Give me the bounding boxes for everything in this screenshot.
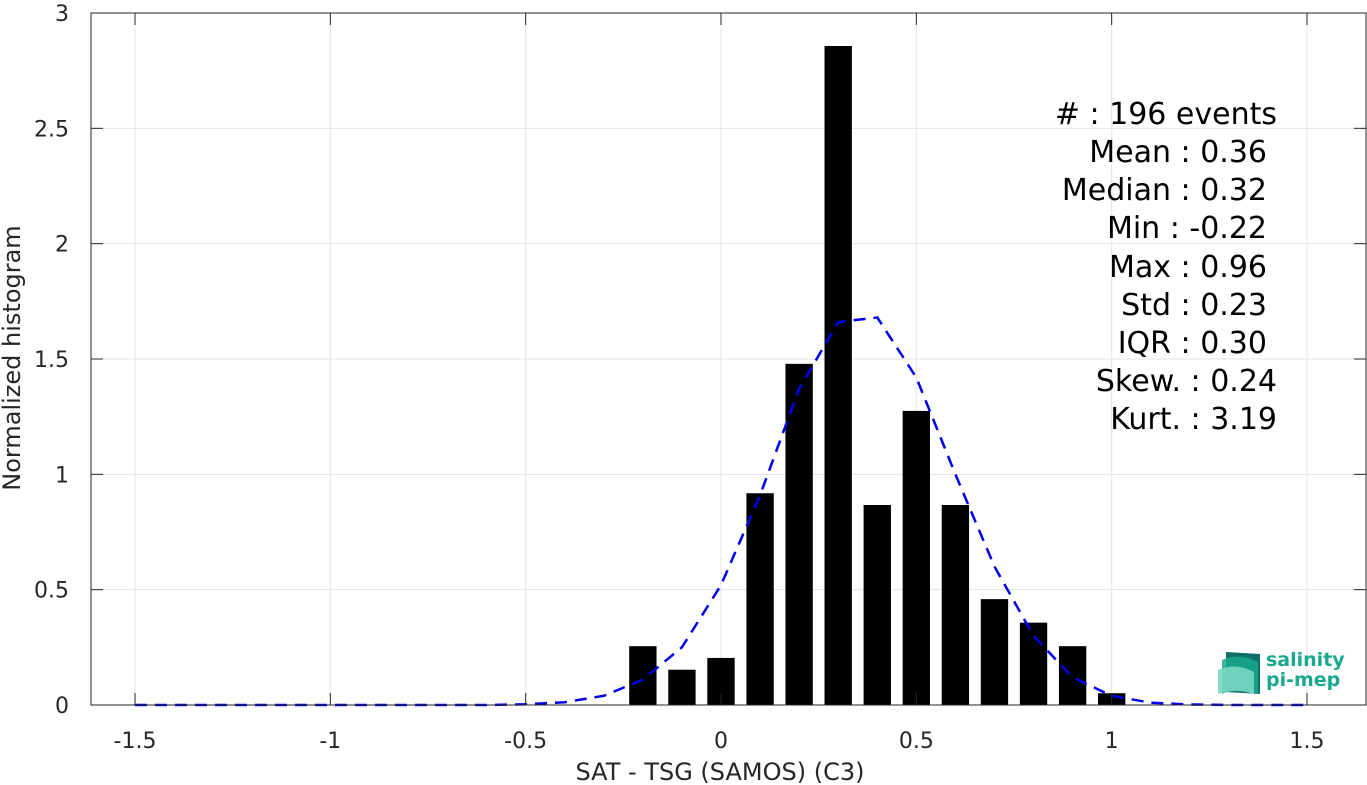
x-tick-label: 0 [714,729,728,754]
stat-kurt: Kurt. : 3.19 [1110,402,1277,437]
x-tick-label: -0.5 [504,729,547,754]
histogram-bar [980,599,1009,705]
histogram-bar [629,646,657,705]
stat-iqr: IQR : 0.30 [1118,326,1267,361]
stat-count: # : 196 events [1055,97,1277,132]
x-axis-label: SAT - TSG (SAMOS) (C3) [576,758,865,785]
stat-skew: Skew. : 0.24 [1096,364,1277,399]
y-axis-label: Normalized histogram [0,225,26,490]
x-tick-label: 1 [1105,729,1119,754]
y-tick-labels: 0 0.5 1 1.5 2 2.5 3 [34,2,69,719]
histogram-bar [824,45,852,705]
histogram-bar [902,410,931,705]
histogram-bar [1058,646,1087,705]
stats-box: # : 196 events Mean : 0.36 Median : 0.32… [1055,97,1277,437]
stat-min: Min : -0.22 [1107,211,1267,246]
stat-std: Std : 0.23 [1121,288,1267,323]
y-tick-label: 2.5 [34,117,69,142]
stat-median: Median : 0.32 [1062,173,1267,208]
histogram-bar [941,505,970,705]
axes [90,12,1367,706]
x-tick-labels: -1.5 -1 -0.5 0 0.5 1 1.5 [114,729,1325,754]
x-tick-label: 1.5 [1290,729,1325,754]
histogram-bars [629,45,1126,705]
logo-line1: salinity [1266,649,1345,671]
y-tick-label: 2 [55,233,69,258]
x-tick-label: 0.5 [899,729,934,754]
y-tick-label: 0.5 [34,579,69,604]
histogram-bar [863,505,891,705]
y-tick-label: 1.5 [34,348,69,373]
histogram-bar [785,363,813,705]
salinity-wave-icon [1218,652,1260,694]
x-tick-label: -1 [319,729,341,754]
histogram-bar [668,669,696,705]
y-tick-label: 1 [55,463,69,488]
x-tick-label: -1.5 [114,729,157,754]
y-tick-label: 0 [55,694,69,719]
stat-mean: Mean : 0.36 [1089,135,1267,170]
salinity-pi-mep-logo: salinity pi-mep [1218,649,1345,694]
histogram-bar [1019,622,1048,705]
histogram-bar [746,493,774,705]
logo-line2: pi-mep [1266,669,1340,691]
stat-max: Max : 0.96 [1109,250,1267,285]
y-tick-label: 3 [55,2,69,27]
